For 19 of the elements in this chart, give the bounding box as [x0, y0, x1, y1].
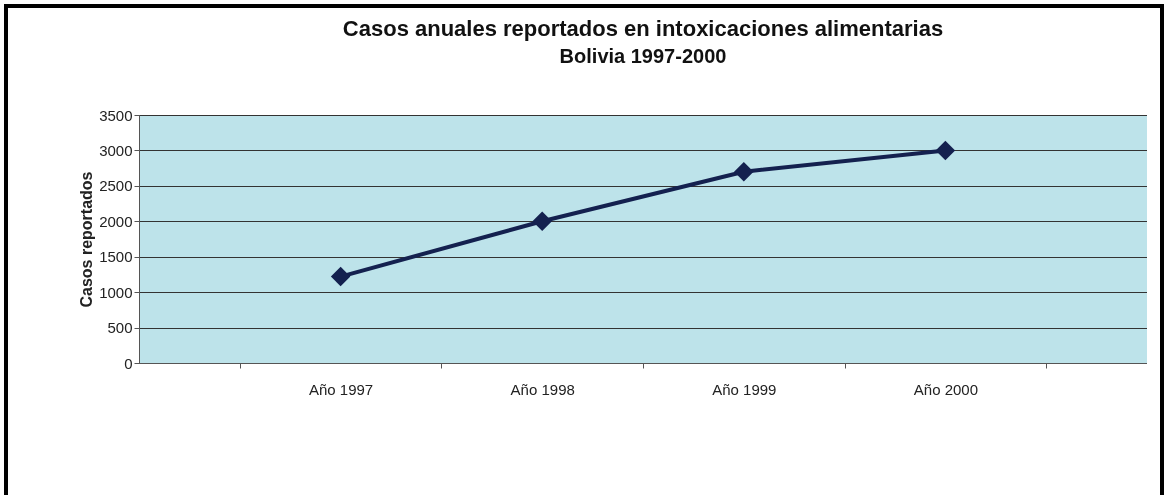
x-tick-label: Año 1997 — [308, 380, 374, 398]
x-tick-label: Año 2000 — [913, 380, 979, 398]
y-tick-label: 1000 — [99, 283, 133, 301]
x-tick-label: Año 1999 — [712, 380, 777, 398]
y-tick-label: 2500 — [99, 177, 133, 195]
y-tick-label: 1500 — [99, 248, 133, 266]
point — [935, 140, 956, 161]
point — [330, 266, 351, 287]
y-tick-label: 0 — [124, 354, 133, 372]
point — [734, 161, 754, 182]
chart-subtitle: Bolivia 1997-2000 — [559, 45, 727, 67]
y-tick-label: 2000 — [99, 212, 133, 230]
y-axis-title: Casos reportados — [78, 171, 96, 308]
point — [532, 211, 552, 232]
y-tick-label: 3000 — [99, 141, 133, 159]
y-tick-label: 500 — [107, 319, 133, 337]
y-tick-label: 3500 — [99, 106, 133, 124]
x-tick-label: Año 1998 — [510, 380, 575, 398]
chart-title: Casos anuales reportados en intoxicaciones alimentarias — [342, 16, 944, 41]
